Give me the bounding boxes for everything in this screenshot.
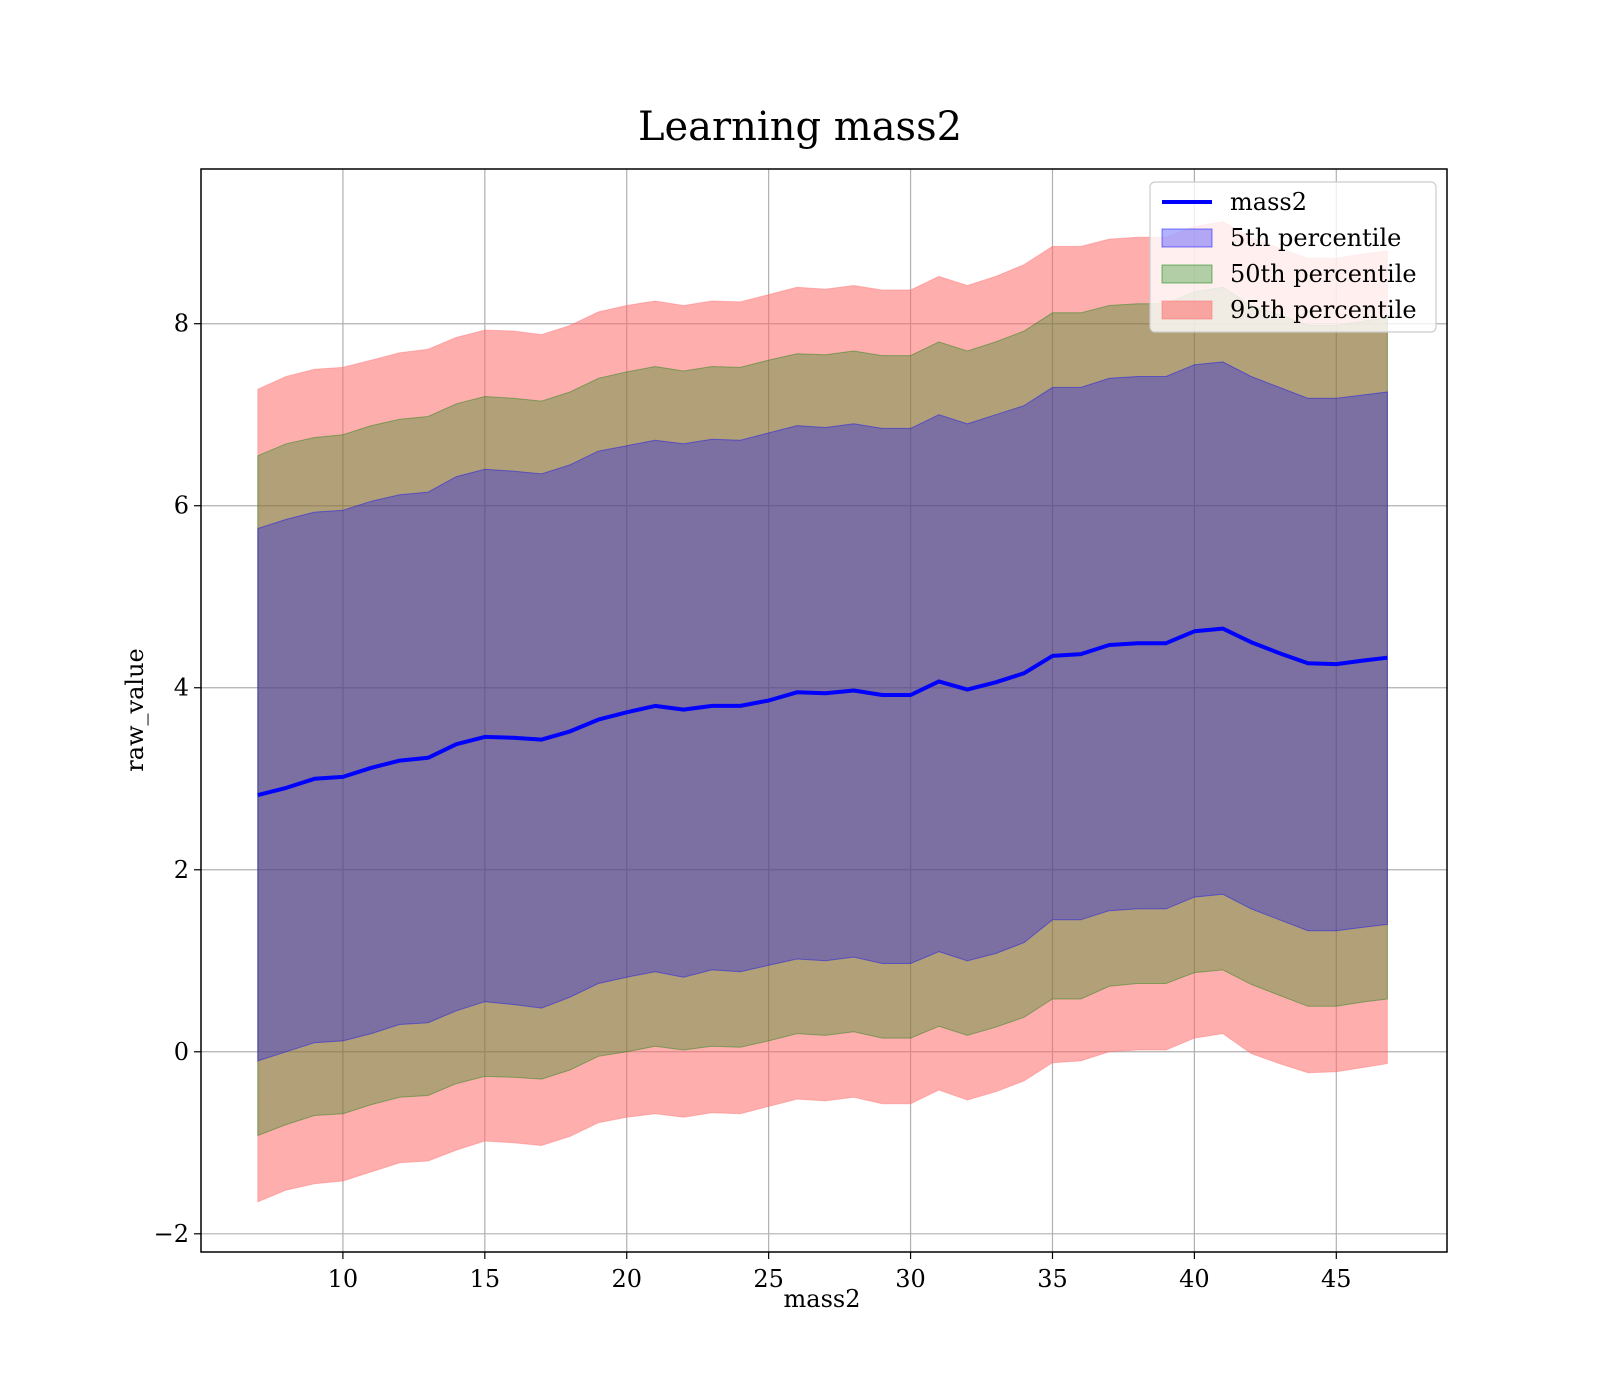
chart-title: Learning mass2	[638, 104, 962, 150]
x-tick-label: 35	[1037, 1265, 1068, 1293]
band-50th-percentile	[257, 286, 1388, 1137]
x-tick-label: 25	[753, 1265, 784, 1293]
x-tick-label: 40	[1179, 1265, 1210, 1293]
axes-frame	[200, 168, 1448, 1253]
legend-label: 95th percentile	[1230, 296, 1417, 324]
y-tick-label: 4	[174, 674, 189, 702]
y-tick-label: 2	[174, 856, 189, 884]
legend-label: 50th percentile	[1230, 260, 1417, 288]
legend-handle-50th-percentile	[1161, 264, 1213, 284]
series-line-mass2	[257, 626, 1388, 798]
x-tick-label: 10	[328, 1265, 359, 1293]
y-tick-label: 0	[174, 1038, 189, 1066]
legend-label: 5th percentile	[1230, 224, 1401, 252]
x-tick-label: 45	[1321, 1265, 1352, 1293]
plot-area: 10 15 20 25 30 35 40 45 −2 0 2 4 6 8	[154, 168, 1448, 1293]
y-tick-label: −2	[154, 1220, 189, 1248]
x-tick-label: 30	[895, 1265, 926, 1293]
y-tick-label: 8	[174, 310, 189, 338]
legend-handle-5th-percentile	[1161, 228, 1213, 248]
legend-label: mass2	[1230, 188, 1307, 216]
x-tick-label: 15	[470, 1265, 501, 1293]
x-tick-label: 20	[611, 1265, 642, 1293]
x-axis-label: mass2	[784, 1285, 861, 1313]
legend-handle-95th-percentile	[1161, 300, 1213, 320]
legend-box	[1149, 181, 1437, 333]
band-95th-percentile	[257, 221, 1388, 1203]
y-axis-label: raw_value	[121, 648, 149, 772]
band-5th-percentile	[257, 361, 1388, 1062]
legend: mass2 5th percentile 50th percentile 95th p…	[1149, 181, 1437, 333]
y-tick-label: 6	[174, 492, 189, 520]
